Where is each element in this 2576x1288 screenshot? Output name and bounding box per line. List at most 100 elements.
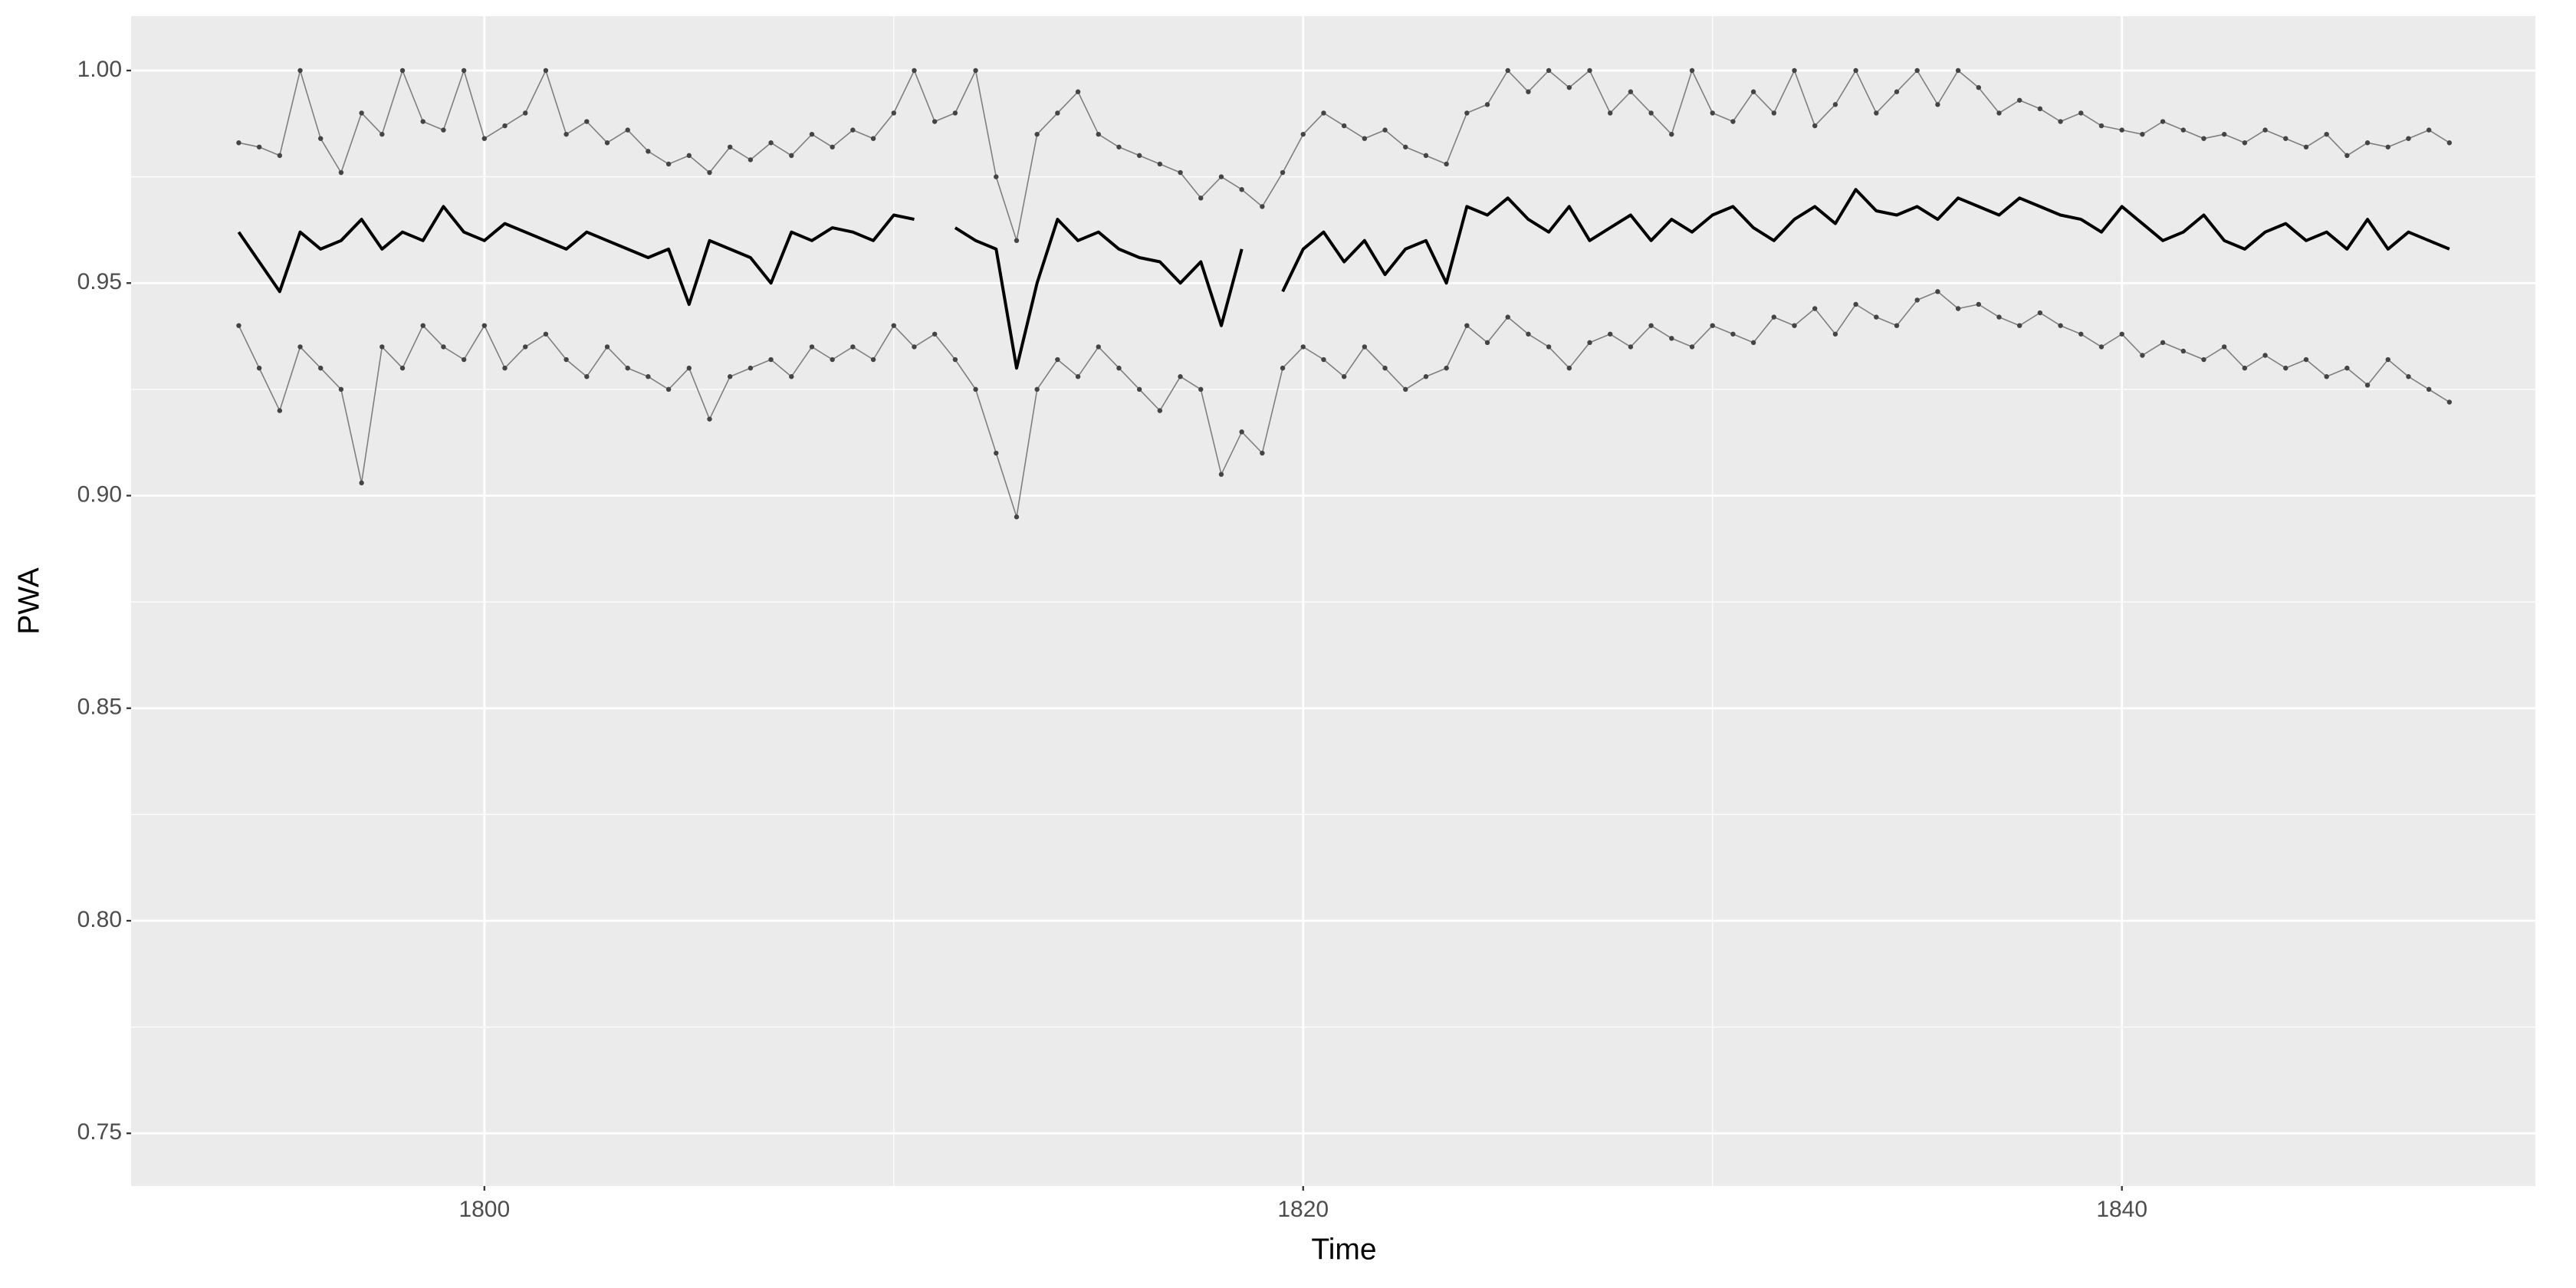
- data-point: [1566, 365, 1572, 371]
- data-point: [912, 344, 917, 350]
- data-point: [1096, 131, 1101, 137]
- data-point: [850, 127, 856, 133]
- data-point: [1955, 67, 1961, 74]
- data-point: [646, 149, 651, 154]
- data-point: [297, 67, 303, 74]
- data-point: [2364, 140, 2371, 146]
- data-point: [564, 356, 569, 363]
- data-point: [584, 119, 590, 124]
- data-point: [256, 365, 262, 371]
- data-point: [1321, 110, 1326, 116]
- data-point: [2180, 127, 2186, 133]
- data-point: [1935, 102, 1940, 107]
- data-point: [952, 110, 958, 116]
- data-point: [318, 136, 324, 141]
- data-point: [2426, 127, 2432, 133]
- data-point: [1750, 340, 1756, 346]
- data-point: [1198, 386, 1204, 393]
- data-point: [665, 161, 672, 167]
- data-point: [2160, 340, 2166, 346]
- data-point: [359, 110, 364, 116]
- data-point: [1218, 472, 1224, 477]
- data-point: [1157, 161, 1163, 167]
- data-point: [1116, 144, 1122, 150]
- x-axis-title: Time: [1311, 1233, 1376, 1266]
- data-point: [1628, 344, 1634, 350]
- data-point: [1403, 386, 1408, 393]
- data-point: [236, 323, 242, 328]
- data-point: [1075, 89, 1081, 94]
- data-point: [646, 374, 651, 380]
- data-point: [850, 344, 856, 350]
- data-point: [1014, 238, 1020, 243]
- data-point: [870, 136, 876, 141]
- data-point: [420, 323, 426, 328]
- data-point: [1444, 365, 1449, 371]
- data-point: [2242, 140, 2248, 146]
- data-point: [952, 356, 958, 363]
- data-point: [277, 408, 283, 413]
- data-point: [2140, 131, 2145, 137]
- data-point: [2324, 131, 2329, 137]
- data-point: [2140, 353, 2145, 358]
- data-point: [707, 169, 712, 176]
- data-point: [2262, 353, 2268, 358]
- data-point: [2344, 153, 2350, 159]
- data-point: [1853, 67, 1858, 74]
- y-tick-label: 0.90: [77, 481, 122, 507]
- data-point: [2303, 144, 2309, 150]
- data-point: [2406, 374, 2411, 380]
- data-point: [1075, 374, 1081, 380]
- data-point: [564, 131, 569, 137]
- data-point: [2446, 399, 2453, 405]
- x-tick-label: 1820: [1277, 1197, 1329, 1222]
- data-point: [625, 127, 630, 133]
- data-point: [2385, 356, 2390, 363]
- data-point: [1362, 344, 1368, 350]
- data-point: [625, 365, 630, 371]
- data-point: [1689, 67, 1695, 74]
- data-point: [1136, 386, 1142, 393]
- data-point: [604, 140, 610, 146]
- data-point: [543, 67, 549, 74]
- data-point: [1648, 323, 1654, 328]
- data-point: [1955, 306, 1961, 311]
- data-point: [994, 450, 999, 456]
- data-point: [318, 365, 324, 371]
- data-point: [1874, 314, 1879, 320]
- data-point: [1464, 110, 1470, 116]
- data-point: [1178, 374, 1183, 380]
- data-point: [2016, 97, 2022, 103]
- data-point: [2160, 119, 2166, 124]
- data-point: [686, 153, 692, 159]
- data-point: [2078, 110, 2084, 116]
- data-point: [1034, 131, 1040, 137]
- data-point: [2016, 323, 2022, 328]
- data-point: [1362, 136, 1368, 141]
- data-point: [1750, 89, 1756, 94]
- data-point: [461, 356, 467, 363]
- data-point: [1976, 301, 1982, 307]
- data-point: [1260, 450, 1265, 456]
- data-point: [584, 374, 590, 380]
- data-point: [2058, 119, 2063, 124]
- data-point: [1689, 344, 1695, 350]
- data-point: [2426, 386, 2432, 393]
- data-point: [1526, 331, 1531, 337]
- data-point: [1587, 67, 1592, 74]
- data-point: [380, 131, 385, 137]
- data-point: [441, 127, 446, 133]
- data-point: [1914, 297, 1920, 303]
- data-point: [789, 374, 794, 380]
- y-tick-label: 0.85: [77, 695, 122, 720]
- data-point: [1321, 356, 1326, 363]
- data-point: [1566, 84, 1572, 90]
- data-point: [912, 67, 917, 74]
- data-point: [2180, 348, 2186, 354]
- data-point: [1198, 196, 1204, 201]
- y-tick-label: 0.75: [77, 1119, 122, 1145]
- data-point: [1157, 408, 1163, 413]
- data-point: [809, 131, 815, 137]
- data-point: [1853, 301, 1858, 307]
